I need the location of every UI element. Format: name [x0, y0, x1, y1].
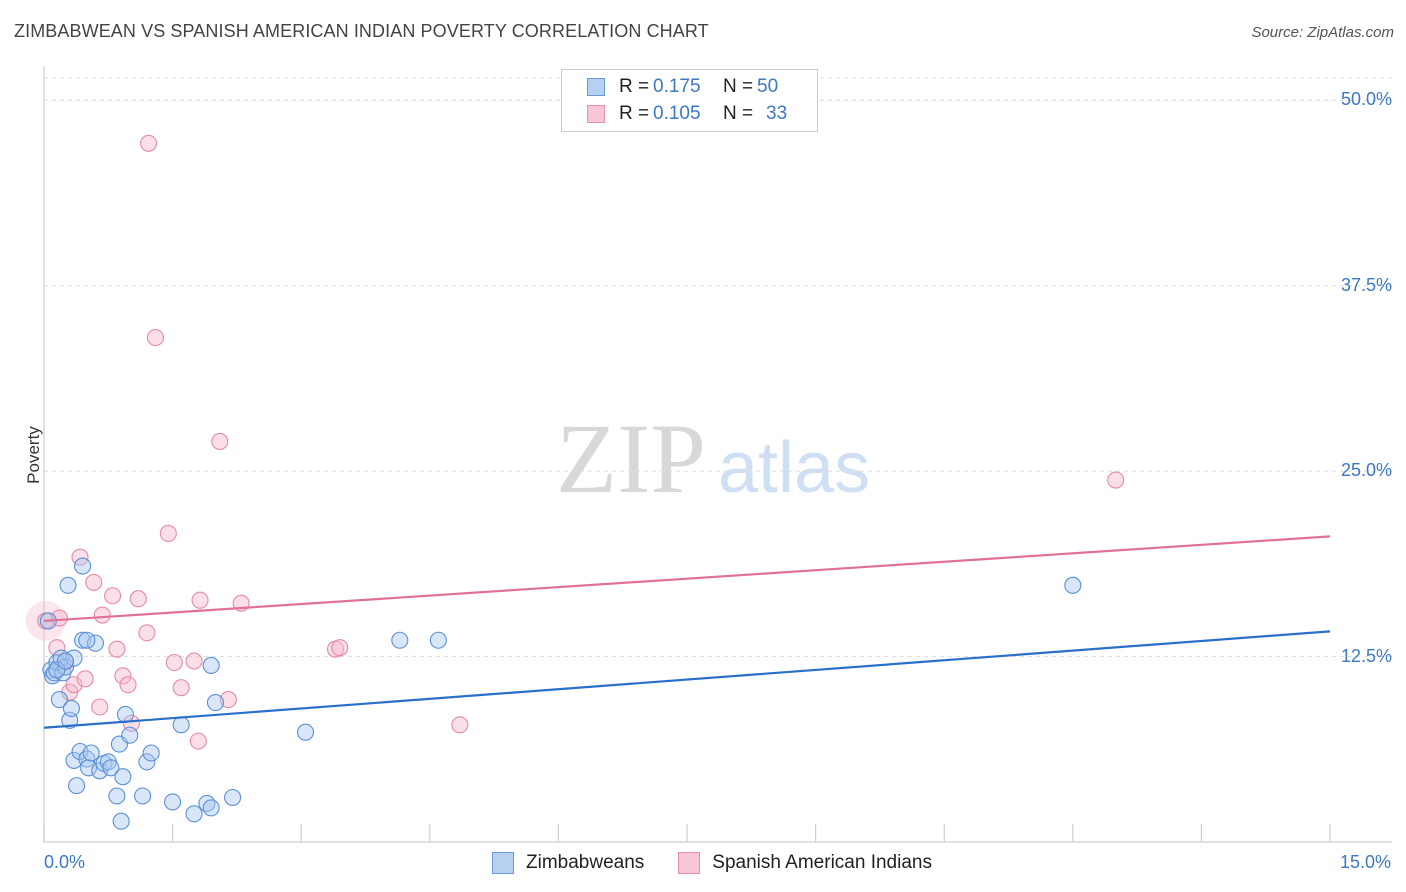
- data-point: [138, 753, 156, 771]
- data-point: [74, 631, 92, 649]
- x-tick-label-min: 0.0%: [44, 852, 86, 872]
- data-point: [65, 751, 83, 769]
- data-point: [48, 661, 66, 679]
- n-value: 33: [766, 103, 788, 124]
- data-point: [1107, 471, 1125, 489]
- y-tick-label: 37.5%: [1340, 274, 1392, 295]
- data-point: [114, 768, 132, 786]
- data-point: [296, 723, 315, 741]
- blue-swatch: [492, 852, 514, 874]
- data-point: [129, 590, 147, 608]
- data-point: [59, 576, 77, 594]
- data-point: [219, 691, 237, 709]
- y-tick-label: 12.5%: [1340, 645, 1392, 666]
- data-point: [172, 716, 190, 734]
- data-point: [104, 587, 122, 605]
- data-point: [108, 787, 126, 805]
- pink-swatch: [587, 105, 605, 123]
- n-label: N =: [723, 76, 754, 97]
- blue-swatch: [587, 78, 605, 96]
- data-point: [331, 639, 349, 657]
- data-point: [48, 639, 66, 657]
- data-point: [1064, 576, 1082, 594]
- legend-label: Zimbabweans: [526, 852, 645, 873]
- data-point: [108, 640, 126, 658]
- data-point: [134, 787, 152, 805]
- data-point: [102, 759, 120, 777]
- y-tick-label: 25.0%: [1340, 460, 1392, 481]
- data-point: [93, 606, 111, 624]
- legend-label: Spanish American Indians: [712, 852, 932, 873]
- data-point: [119, 676, 137, 694]
- series-spanish-american-indians: [25, 134, 1125, 750]
- data-point: [191, 591, 209, 609]
- x-tick-label-max: 15.0%: [1340, 852, 1392, 872]
- data-point: [189, 732, 207, 750]
- data-point: [56, 652, 74, 670]
- data-point: [206, 694, 225, 712]
- data-point: [159, 524, 177, 542]
- data-point: [164, 793, 182, 811]
- legend-row-zimbabweans: R = 0.175 N = 50: [587, 75, 778, 99]
- data-point: [45, 664, 63, 682]
- data-point: [224, 788, 242, 807]
- data-point: [140, 134, 158, 152]
- data-point: [62, 699, 80, 718]
- data-point: [82, 744, 100, 762]
- r-label: R =: [619, 103, 650, 124]
- axes: [43, 66, 1392, 843]
- gridlines: [44, 77, 1392, 658]
- data-point: [138, 624, 156, 642]
- source-label: Source: ZipAtlas.com: [1251, 24, 1394, 41]
- data-point: [185, 805, 203, 823]
- data-point: [211, 432, 229, 451]
- data-point: [202, 799, 220, 817]
- series-legend: Zimbabweans Spanish American Indians: [492, 852, 966, 874]
- data-point: [50, 609, 68, 627]
- data-point: [85, 573, 103, 591]
- watermark-zip: ZIP: [556, 403, 706, 514]
- data-point: [112, 812, 130, 830]
- data-point: [114, 667, 132, 685]
- data-point: [91, 698, 109, 716]
- n-label: N =: [723, 103, 754, 124]
- data-point: [68, 777, 86, 795]
- data-point: [78, 631, 96, 649]
- data-point: [185, 652, 203, 670]
- legend-item-spanish-american-indians[interactable]: Spanish American Indians: [678, 852, 932, 874]
- data-point: [391, 631, 409, 649]
- n-value: 50: [757, 76, 779, 97]
- r-label: R =: [619, 76, 650, 97]
- watermark-atlas: atlas: [718, 428, 870, 508]
- trend-line-spanish-american-indians: [43, 535, 1331, 623]
- data-point: [76, 670, 94, 688]
- data-point: [202, 656, 220, 675]
- trend-lines: [43, 535, 1331, 729]
- chart-title: ZIMBABWEAN VS SPANISH AMERICAN INDIAN PO…: [14, 21, 709, 41]
- r-value: 0.175: [653, 76, 701, 97]
- data-point: [142, 744, 160, 762]
- data-point: [451, 716, 469, 734]
- trend-line-zimbabweans: [43, 630, 1331, 729]
- data-point: [429, 631, 447, 649]
- data-point: [116, 705, 134, 723]
- pink-swatch: [678, 852, 701, 874]
- legend-row-spanish-american-indians: R = 0.105 N = 33: [587, 102, 787, 126]
- y-tick-label: 50.0%: [1340, 89, 1392, 110]
- series-zimbabweans: [39, 557, 1082, 830]
- correlation-legend: R = 0.175 N = 50 R = 0.105 N = 33: [561, 69, 818, 132]
- data-point: [80, 759, 98, 777]
- data-point: [121, 726, 139, 744]
- data-point: [50, 691, 68, 709]
- data-point: [146, 329, 165, 347]
- data-point: [172, 679, 190, 697]
- legend-item-zimbabweans[interactable]: Zimbabweans: [492, 852, 644, 874]
- data-point: [165, 653, 183, 672]
- r-value: 0.105: [653, 103, 701, 124]
- data-point: [74, 557, 92, 575]
- data-point: [65, 676, 83, 694]
